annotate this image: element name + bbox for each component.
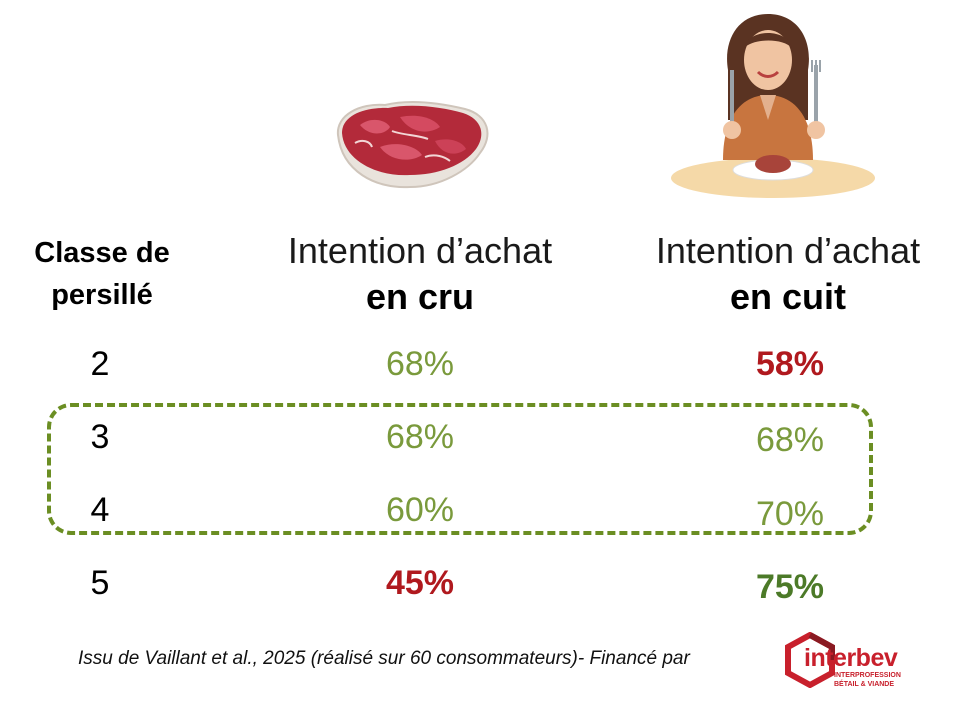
interbev-hex-icon bbox=[785, 632, 835, 688]
class-label-line2: persillé bbox=[51, 279, 153, 311]
interbev-logo: interbev INTERPROFESSION BÉTAIL & VIANDE bbox=[784, 632, 954, 692]
row-classe: 4 bbox=[90, 491, 110, 529]
row-cru-value: 68% bbox=[385, 345, 455, 383]
woman-eating-icon bbox=[671, 14, 875, 198]
row-classe: 5 bbox=[90, 564, 110, 602]
row-cuit-value: 75% bbox=[755, 568, 825, 606]
row-cuit-value: 70% bbox=[755, 495, 825, 533]
row-cru-value: 68% bbox=[385, 418, 455, 456]
raw-header-bold: en cru bbox=[365, 276, 475, 317]
cooked-header-title: Intention d’achat bbox=[655, 230, 921, 271]
source-footnote: Issu de Vaillant et al., 2025 (réalisé s… bbox=[78, 648, 690, 669]
row-cru-value: 60% bbox=[385, 491, 455, 529]
class-label: Classe de persillé bbox=[12, 232, 192, 316]
row-cuit-value: 58% bbox=[755, 345, 825, 383]
row-classe: 3 bbox=[90, 418, 110, 456]
interbev-logo-sub2: BÉTAIL & VIANDE bbox=[834, 681, 895, 688]
row-classe: 2 bbox=[90, 345, 110, 383]
interbev-logo-sub1: INTERPROFESSION bbox=[834, 672, 901, 679]
class-label-line1: Classe de bbox=[34, 237, 170, 269]
raw-steak-icon bbox=[336, 101, 489, 189]
raw-header-title: Intention d’achat bbox=[287, 230, 553, 271]
cooked-column-header: Intention d’achat en cuit bbox=[618, 228, 957, 320]
row-cru-value: 45% bbox=[385, 564, 455, 602]
interbev-logo-name: interbev bbox=[804, 644, 898, 672]
highlight-box bbox=[47, 403, 873, 535]
row-cuit-value: 68% bbox=[755, 421, 825, 459]
raw-column-header: Intention d’achat en cru bbox=[250, 228, 590, 320]
cooked-header-bold: en cuit bbox=[729, 276, 846, 317]
